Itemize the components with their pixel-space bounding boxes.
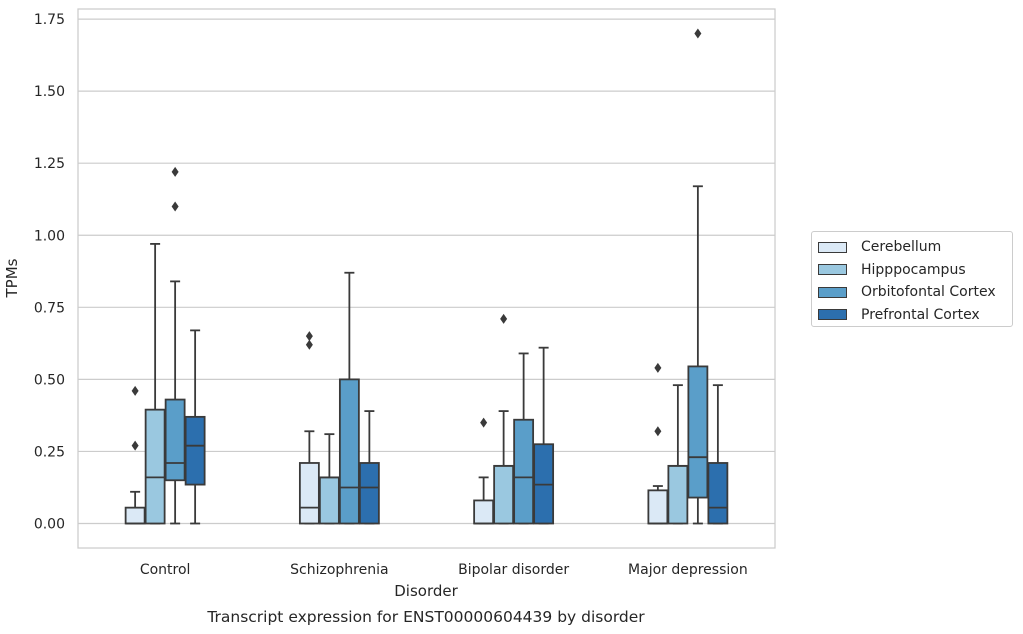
- legend-label: Hipppocampus: [861, 261, 966, 278]
- x-tick-label: Bipolar disorder: [458, 562, 569, 578]
- outlier-point: [305, 339, 313, 350]
- box-body: [144, 408, 166, 525]
- plot-area-frame: [77, 8, 776, 549]
- outlier-point: [171, 201, 179, 212]
- box-orbitofontal-cortex: [687, 28, 709, 525]
- x-tick-label: Control: [140, 562, 191, 578]
- legend-swatch: [818, 264, 847, 276]
- legend-item: Prefrontal Cortex: [818, 304, 1012, 327]
- legend-label: Prefrontal Cortex: [861, 306, 980, 323]
- box-prefrontal-cortex: [707, 384, 729, 525]
- outlier-point: [654, 426, 662, 437]
- legend-item: Cerebellum: [818, 236, 1012, 259]
- outlier-point: [480, 417, 488, 428]
- box-orbitofontal-cortex: [513, 352, 535, 525]
- box-body: [124, 506, 146, 525]
- box-body: [338, 378, 360, 525]
- box-body: [707, 462, 729, 525]
- box-body: [358, 462, 380, 525]
- y-axis-label: TPMs: [3, 258, 21, 298]
- y-tick-label: 1.00: [34, 228, 65, 244]
- box-body: [318, 476, 340, 525]
- box-elements: [124, 28, 729, 525]
- box-prefrontal-cortex: [184, 329, 206, 525]
- box-cerebellum: [298, 331, 320, 525]
- box-hipppocampus: [318, 433, 340, 525]
- y-tick-label: 0.25: [34, 444, 65, 460]
- box-body: [513, 418, 535, 525]
- x-tick-label: Major depression: [628, 562, 748, 578]
- box-cerebellum: [647, 362, 669, 525]
- x-tick-label: Schizophrenia: [290, 562, 388, 578]
- legend-item: Orbitofontal Cortex: [818, 281, 1012, 304]
- legend: Cerebellum Hipppocampus Orbitofontal Corte…: [811, 231, 1013, 327]
- outlier-point: [694, 28, 702, 39]
- legend-item: Hipppocampus: [818, 259, 1012, 282]
- y-tick-label: 0.75: [34, 300, 65, 316]
- outlier-point: [131, 385, 139, 396]
- box-hipppocampus: [667, 384, 689, 525]
- box-prefrontal-cortex: [533, 346, 555, 525]
- box-body: [667, 464, 689, 525]
- x-tick-labels: Control Schizophrenia Bipolar disorder Majo…: [140, 562, 748, 578]
- chart-title: Transcript expression for ENST0000060443…: [206, 608, 645, 626]
- outlier-point: [305, 331, 313, 342]
- y-tick-label: 1.25: [34, 156, 65, 172]
- box-orbitofontal-cortex: [164, 166, 186, 525]
- legend-swatch: [818, 309, 847, 321]
- outlier-point: [654, 362, 662, 373]
- box-cerebellum: [124, 385, 146, 525]
- box-body: [493, 464, 515, 525]
- y-tick-label: 0.00: [34, 517, 65, 533]
- legend-label: Orbitofontal Cortex: [861, 284, 996, 301]
- y-tick-label: 1.75: [34, 12, 65, 28]
- box-body: [473, 499, 495, 525]
- legend-swatch: [818, 286, 847, 298]
- legend-swatch: [818, 241, 847, 253]
- y-tick-label: 1.50: [34, 84, 65, 100]
- y-tick-labels: 0.00 0.25 0.50 0.75 1.00 1.25 1.50 1.75: [34, 12, 65, 532]
- box-body: [687, 365, 709, 499]
- box-body: [184, 415, 206, 486]
- box-body: [164, 398, 186, 482]
- box-body: [298, 462, 320, 525]
- box-prefrontal-cortex: [358, 410, 380, 525]
- box-hipppocampus: [144, 243, 166, 525]
- outlier-point: [171, 166, 179, 177]
- box-body: [647, 489, 669, 525]
- legend-label: Cerebellum: [861, 239, 942, 256]
- box-cerebellum: [473, 417, 495, 525]
- outlier-point: [500, 313, 508, 324]
- box-orbitofontal-cortex: [338, 271, 360, 525]
- outlier-point: [131, 440, 139, 451]
- y-tick-label: 0.50: [34, 372, 65, 388]
- box-hipppocampus: [493, 313, 515, 525]
- x-axis-label: Disorder: [394, 582, 458, 600]
